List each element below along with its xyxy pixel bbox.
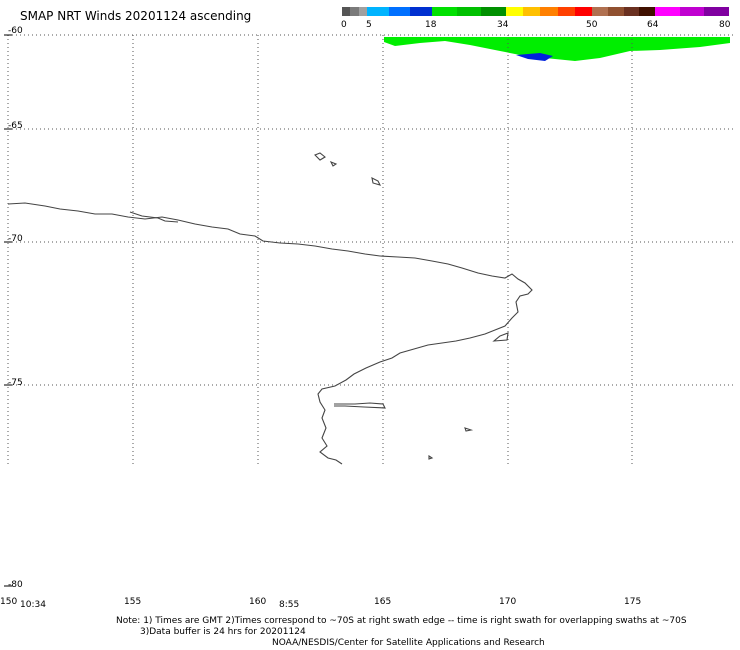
colorbar-tick-64: 64 bbox=[647, 20, 659, 30]
colorbar-tick-50: 50 bbox=[586, 20, 598, 30]
lon-label-165: 165 bbox=[374, 597, 392, 607]
lon-label-175: 175 bbox=[624, 597, 642, 607]
colorbar-swatch bbox=[523, 7, 541, 16]
colorbar-swatch bbox=[623, 7, 640, 16]
colorbar-swatch bbox=[592, 7, 609, 16]
wind-swath-green bbox=[384, 37, 730, 61]
colorbar-swatch bbox=[679, 7, 705, 16]
wind-swath-core-blue bbox=[516, 53, 553, 61]
note-credit: NOAA/NESDIS/Center for Satellite Applica… bbox=[272, 638, 545, 648]
graticule bbox=[7, 34, 735, 465]
lat-label-60: -60 bbox=[8, 26, 23, 36]
colorbar-swatch bbox=[410, 7, 433, 16]
lat-label-65: -65 bbox=[8, 121, 23, 131]
colorbar-swatch bbox=[506, 7, 524, 16]
note-line-2: 3)Data buffer is 24 hrs for 20201124 bbox=[140, 627, 306, 637]
colorbar-tick-34: 34 bbox=[497, 20, 509, 30]
colorbar-swatch bbox=[358, 7, 368, 16]
lon-label-160: 160 bbox=[249, 597, 267, 607]
colorbar-swatch bbox=[639, 7, 656, 16]
colorbar-swatch bbox=[607, 7, 624, 16]
colorbar-swatch bbox=[655, 7, 681, 16]
colorbar-tick-0: 0 bbox=[341, 20, 347, 30]
lon-label-170: 170 bbox=[499, 597, 517, 607]
colorbar-swatch bbox=[456, 7, 482, 16]
colorbar-swatch bbox=[432, 7, 458, 16]
colorbar-swatch bbox=[540, 7, 559, 16]
colorbar-swatch bbox=[481, 7, 507, 16]
lat-label-75: -75 bbox=[8, 378, 23, 388]
colorbar-swatch bbox=[342, 7, 351, 16]
swath-time-2: 8:55 bbox=[279, 600, 300, 610]
colorbar-swatch bbox=[388, 7, 411, 16]
colorbar-swatch bbox=[704, 7, 730, 16]
colorbar-swatch bbox=[350, 7, 360, 16]
colorbar-tick-18: 18 bbox=[425, 20, 437, 30]
lat-ticks bbox=[4, 34, 12, 587]
colorbar-tick-5: 5 bbox=[366, 20, 372, 30]
lat-label-80: -80 bbox=[8, 580, 23, 590]
swath-time-1: 10:34 bbox=[20, 600, 46, 610]
colorbar-swatch bbox=[557, 7, 576, 16]
map-title: SMAP NRT Winds 20201124 ascending bbox=[20, 9, 252, 23]
note-line-1: Note: 1) Times are GMT 2)Times correspon… bbox=[116, 616, 687, 626]
lon-label-150: 150 bbox=[0, 597, 18, 607]
lon-label-155: 155 bbox=[124, 597, 142, 607]
colorbar-swatch bbox=[574, 7, 593, 16]
colorbar-tick-80: 80 bbox=[719, 20, 731, 30]
antarctic-coastline bbox=[7, 152, 533, 465]
lat-label-70: -70 bbox=[8, 234, 23, 244]
colorbar-swatch bbox=[367, 7, 390, 16]
